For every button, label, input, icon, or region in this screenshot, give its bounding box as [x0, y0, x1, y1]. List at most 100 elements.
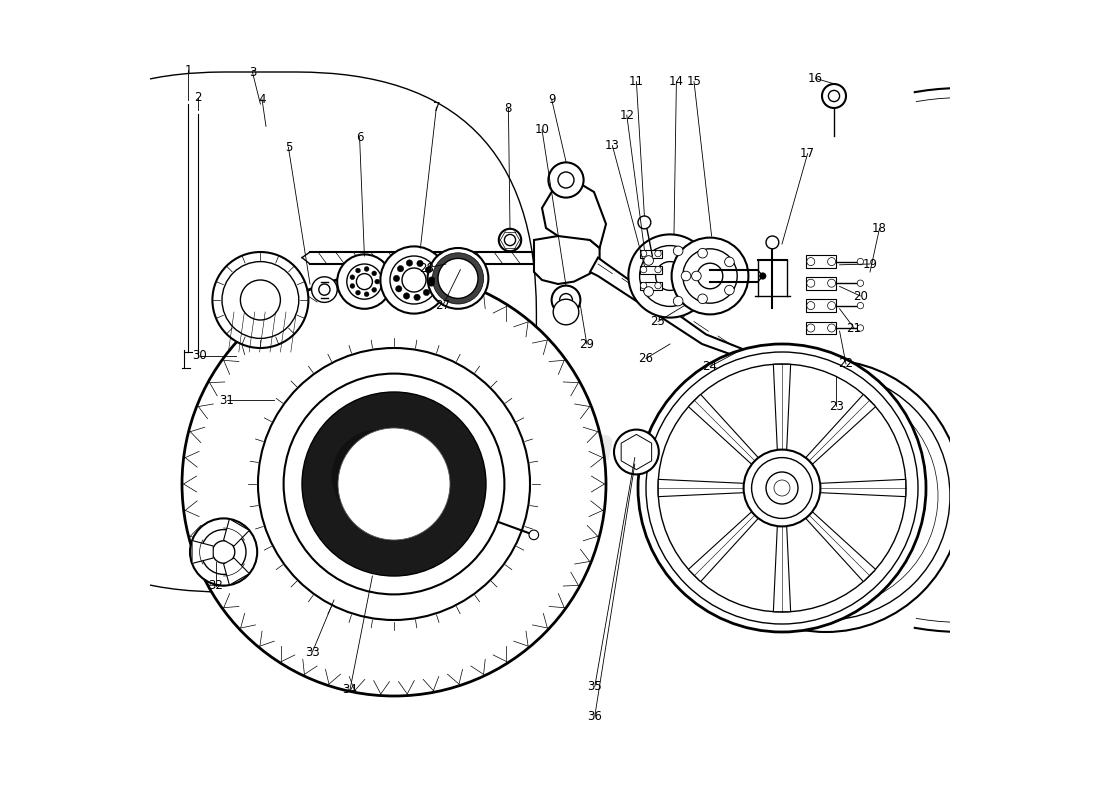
Polygon shape	[773, 364, 791, 450]
Circle shape	[697, 263, 723, 289]
Circle shape	[654, 266, 661, 273]
Text: 18: 18	[872, 222, 887, 234]
Polygon shape	[223, 558, 250, 585]
Circle shape	[284, 374, 505, 594]
Circle shape	[857, 302, 864, 309]
Text: 1: 1	[185, 64, 192, 77]
Circle shape	[212, 252, 308, 348]
Circle shape	[806, 279, 815, 287]
Circle shape	[774, 480, 790, 496]
Circle shape	[355, 290, 361, 295]
Circle shape	[505, 234, 516, 246]
Text: 10: 10	[535, 123, 549, 136]
Circle shape	[697, 294, 707, 304]
Circle shape	[381, 246, 448, 314]
Circle shape	[644, 286, 653, 296]
Circle shape	[624, 439, 649, 465]
Circle shape	[428, 280, 435, 286]
Circle shape	[319, 284, 330, 295]
Circle shape	[654, 250, 661, 257]
Circle shape	[372, 287, 376, 292]
Text: 5: 5	[285, 141, 293, 154]
Polygon shape	[639, 266, 662, 274]
Text: 4: 4	[258, 93, 266, 106]
Circle shape	[638, 216, 651, 229]
Circle shape	[857, 258, 864, 265]
Circle shape	[614, 430, 659, 474]
Circle shape	[639, 246, 701, 306]
Circle shape	[827, 258, 836, 266]
Circle shape	[751, 458, 813, 518]
Circle shape	[182, 272, 606, 696]
Circle shape	[432, 253, 484, 304]
Text: 32: 32	[208, 579, 223, 592]
Circle shape	[498, 229, 521, 251]
Polygon shape	[689, 512, 758, 582]
Circle shape	[394, 275, 399, 282]
Circle shape	[672, 238, 748, 314]
Circle shape	[692, 271, 701, 281]
Circle shape	[658, 364, 906, 612]
Circle shape	[702, 372, 950, 620]
Polygon shape	[223, 519, 250, 546]
Circle shape	[426, 266, 431, 273]
Text: 24: 24	[703, 360, 717, 373]
Circle shape	[681, 271, 691, 281]
Circle shape	[640, 282, 647, 289]
Text: 9: 9	[548, 93, 556, 106]
Circle shape	[372, 271, 376, 276]
Circle shape	[311, 277, 338, 302]
Text: 19: 19	[862, 258, 878, 270]
Circle shape	[857, 325, 864, 331]
Circle shape	[356, 274, 373, 290]
Polygon shape	[805, 394, 876, 464]
Text: 12: 12	[619, 109, 635, 122]
Text: 25: 25	[650, 315, 666, 328]
Circle shape	[640, 266, 647, 273]
Polygon shape	[639, 282, 662, 290]
Circle shape	[364, 266, 368, 271]
Circle shape	[428, 277, 435, 283]
Text: 29: 29	[580, 338, 594, 350]
Circle shape	[766, 236, 779, 249]
Polygon shape	[806, 255, 836, 268]
Text: 7: 7	[432, 101, 440, 114]
Text: 15: 15	[686, 75, 702, 88]
Circle shape	[683, 249, 737, 303]
Polygon shape	[542, 180, 606, 248]
Text: 6: 6	[356, 131, 363, 144]
Circle shape	[397, 266, 404, 272]
Polygon shape	[805, 512, 876, 582]
Text: 23: 23	[829, 400, 844, 413]
Text: 3: 3	[249, 66, 256, 78]
Circle shape	[553, 299, 579, 325]
Circle shape	[355, 268, 361, 273]
Text: 31: 31	[219, 394, 234, 406]
Circle shape	[338, 254, 392, 309]
Polygon shape	[806, 277, 836, 290]
Circle shape	[766, 472, 797, 504]
Circle shape	[406, 260, 412, 266]
Circle shape	[760, 273, 766, 279]
Circle shape	[690, 360, 962, 632]
Text: 35: 35	[587, 680, 602, 693]
Polygon shape	[773, 526, 791, 612]
Circle shape	[212, 541, 234, 563]
Text: 14: 14	[669, 75, 684, 88]
Circle shape	[331, 430, 425, 522]
Circle shape	[560, 294, 572, 306]
Text: 13: 13	[605, 139, 619, 152]
Text: eurospares: eurospares	[400, 426, 700, 470]
Text: 22: 22	[838, 358, 854, 370]
Polygon shape	[689, 394, 758, 464]
Circle shape	[725, 257, 734, 266]
Circle shape	[673, 296, 683, 306]
Circle shape	[338, 428, 450, 540]
Circle shape	[402, 268, 426, 292]
Circle shape	[697, 248, 707, 258]
Circle shape	[744, 450, 821, 526]
Circle shape	[346, 264, 382, 299]
Circle shape	[417, 260, 424, 266]
Circle shape	[806, 302, 815, 310]
Polygon shape	[192, 541, 213, 563]
